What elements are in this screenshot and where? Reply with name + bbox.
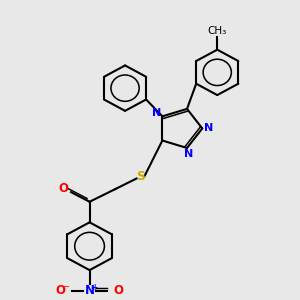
Text: +: +: [91, 283, 97, 292]
Text: O: O: [58, 182, 68, 195]
Text: −: −: [63, 282, 70, 291]
Text: N: N: [152, 108, 161, 118]
Text: O: O: [114, 284, 124, 297]
Text: N: N: [204, 123, 214, 134]
Text: N: N: [85, 284, 94, 297]
Text: CH₃: CH₃: [208, 26, 227, 36]
Text: O: O: [56, 284, 65, 297]
Text: N: N: [184, 149, 194, 159]
Text: S: S: [136, 170, 145, 183]
